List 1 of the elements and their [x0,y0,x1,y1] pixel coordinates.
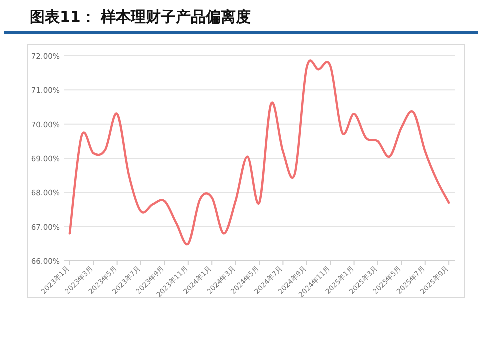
chart-title: 图表11： 样本理财子产品偏离度 [30,8,252,26]
